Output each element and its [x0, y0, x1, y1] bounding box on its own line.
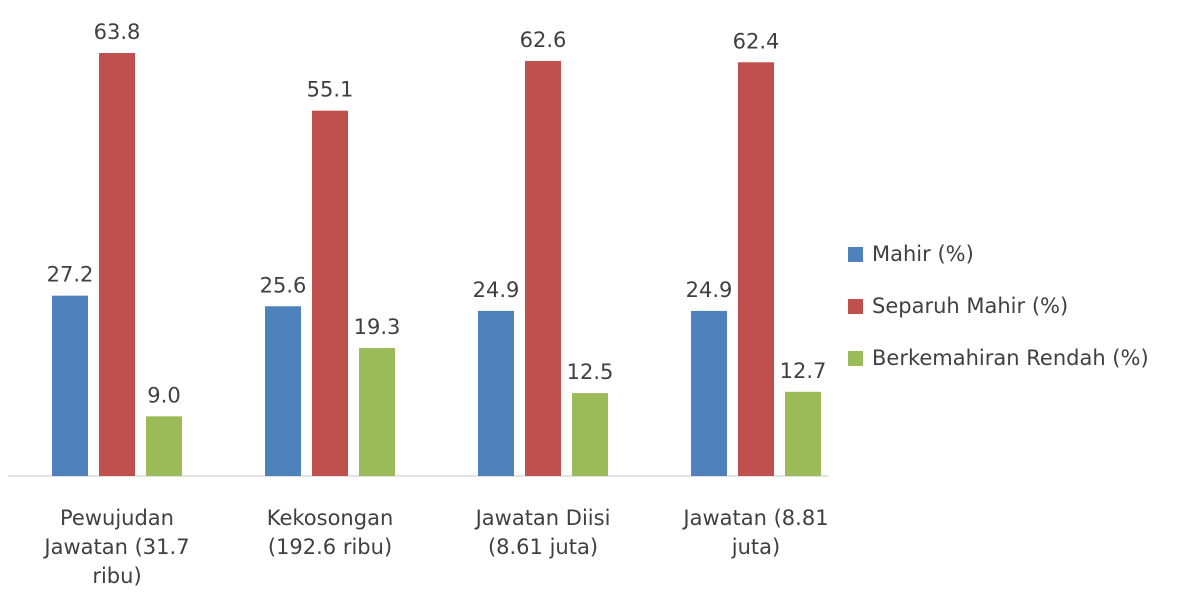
- bar-separuh-mahir-1: [312, 110, 348, 476]
- category-label-line: Jawatan Diisi: [475, 506, 611, 530]
- category-label-0: Pewujudan Jawatan (31.7 ribu): [7, 504, 227, 591]
- legend-item-mahir: Mahir (%): [848, 228, 1149, 280]
- bar-berkemahiran-rendah-0: [146, 416, 182, 476]
- legend-label-separuh-mahir: Separuh Mahir (%): [872, 294, 1069, 318]
- bar-separuh-mahir-0: [99, 53, 135, 476]
- legend-swatch-berkemahiran-rendah: [848, 350, 863, 366]
- data-label-mahir-3: 24.9: [686, 278, 733, 302]
- bar-berkemahiran-rendah-3: [785, 391, 821, 476]
- category-label-line: Jawatan (8.81: [683, 506, 829, 530]
- category-label-2: Jawatan Diisi (8.61 juta): [433, 504, 653, 562]
- data-label-separuh-mahir-2: 62.6: [520, 28, 567, 52]
- category-label-1: Kekosongan (192.6 ribu): [220, 504, 440, 562]
- bar-separuh-mahir-3: [738, 62, 774, 476]
- data-label-separuh-mahir-1: 55.1: [307, 78, 354, 102]
- category-label-line: Jawatan (31.7: [44, 535, 190, 559]
- category-label-line: juta): [731, 535, 781, 559]
- legend-item-berkemahiran-rendah: Berkemahiran Rendah (%): [848, 332, 1149, 384]
- data-label-berkemahiran-rendah-0: 9.0: [147, 383, 180, 407]
- data-label-separuh-mahir-3: 62.4: [733, 29, 780, 53]
- legend-swatch-mahir: [848, 246, 863, 262]
- bar-mahir-3: [691, 310, 727, 476]
- legend-label-berkemahiran-rendah: Berkemahiran Rendah (%): [872, 346, 1149, 370]
- data-label-berkemahiran-rendah-2: 12.5: [567, 360, 614, 384]
- data-label-separuh-mahir-0: 63.8: [94, 20, 141, 44]
- bar-mahir-2: [478, 310, 514, 476]
- data-label-mahir-2: 24.9: [473, 278, 520, 302]
- bar-berkemahiran-rendah-2: [572, 393, 608, 476]
- category-label-line: ribu): [92, 564, 142, 588]
- data-label-berkemahiran-rendah-3: 12.7: [780, 359, 827, 383]
- legend-item-separuh-mahir: Separuh Mahir (%): [848, 280, 1149, 332]
- category-label-line: Kekosongan: [266, 506, 394, 530]
- bar-berkemahiran-rendah-1: [359, 348, 395, 476]
- legend: Mahir (%) Separuh Mahir (%) Berkemahiran…: [848, 228, 1149, 384]
- data-label-mahir-1: 25.6: [260, 273, 307, 297]
- category-label-line: (8.61 juta): [487, 535, 599, 559]
- bar-separuh-mahir-2: [525, 60, 561, 476]
- bar-mahir-1: [265, 306, 301, 476]
- legend-label-mahir: Mahir (%): [872, 242, 974, 266]
- bar-mahir-0: [52, 295, 88, 476]
- category-label-3: Jawatan (8.81 juta): [646, 504, 866, 562]
- category-label-line: Pewujudan: [60, 506, 174, 530]
- legend-swatch-separuh-mahir: [848, 298, 863, 314]
- data-label-berkemahiran-rendah-1: 19.3: [354, 315, 401, 339]
- category-label-line: (192.6 ribu): [267, 535, 393, 559]
- data-label-mahir-0: 27.2: [47, 263, 94, 287]
